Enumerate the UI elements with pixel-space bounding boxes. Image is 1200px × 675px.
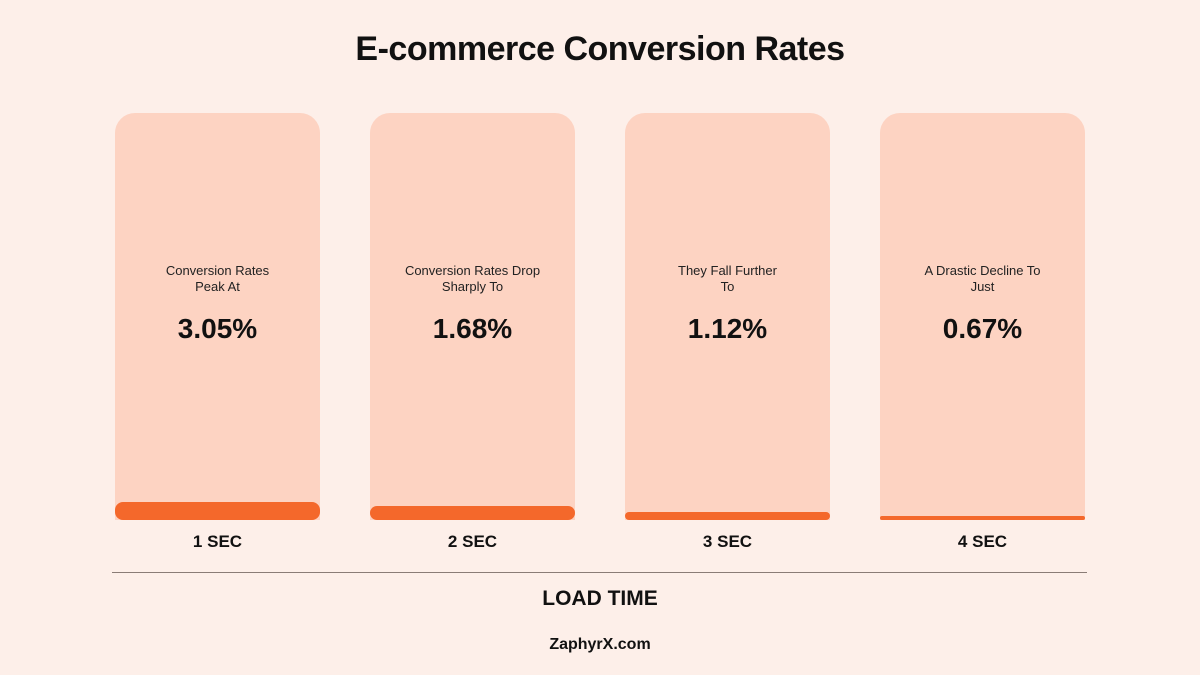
x-tick-label: 1 SEC — [192, 532, 243, 551]
value-label: 1.68% — [432, 313, 513, 344]
column-description: They Fall Further To — [678, 263, 777, 294]
bar-1sec — [115, 502, 320, 520]
bar-2sec — [370, 506, 575, 520]
x-axis-title: LOAD TIME — [542, 587, 658, 610]
value-label: 0.67% — [942, 313, 1023, 344]
value-label: 3.05% — [177, 313, 258, 344]
x-axis-line — [112, 572, 1087, 573]
x-tick-label: 4 SEC — [957, 532, 1008, 551]
bar-3sec — [625, 512, 830, 520]
column-description: A Drastic Decline To Just — [924, 263, 1041, 294]
column-4sec: A Drastic Decline To Just 0.67% — [880, 113, 1085, 520]
bar-4sec — [880, 516, 1085, 520]
x-tick-label: 2 SEC — [447, 532, 498, 551]
x-tick-label: 3 SEC — [702, 532, 753, 551]
column-2sec: Conversion Rates Drop Sharply To 1.68% — [370, 113, 575, 520]
footer-brand: ZaphyrX.com — [549, 636, 651, 653]
column-description: Conversion Rates Peak At — [165, 263, 270, 294]
column-1sec: Conversion Rates Peak At 3.05% — [115, 113, 320, 520]
value-label: 1.12% — [687, 313, 768, 344]
chart-title: E-commerce Conversion Rates — [355, 30, 845, 68]
column-description: Conversion Rates Drop Sharply To — [404, 263, 541, 294]
column-3sec: They Fall Further To 1.12% — [625, 113, 830, 520]
